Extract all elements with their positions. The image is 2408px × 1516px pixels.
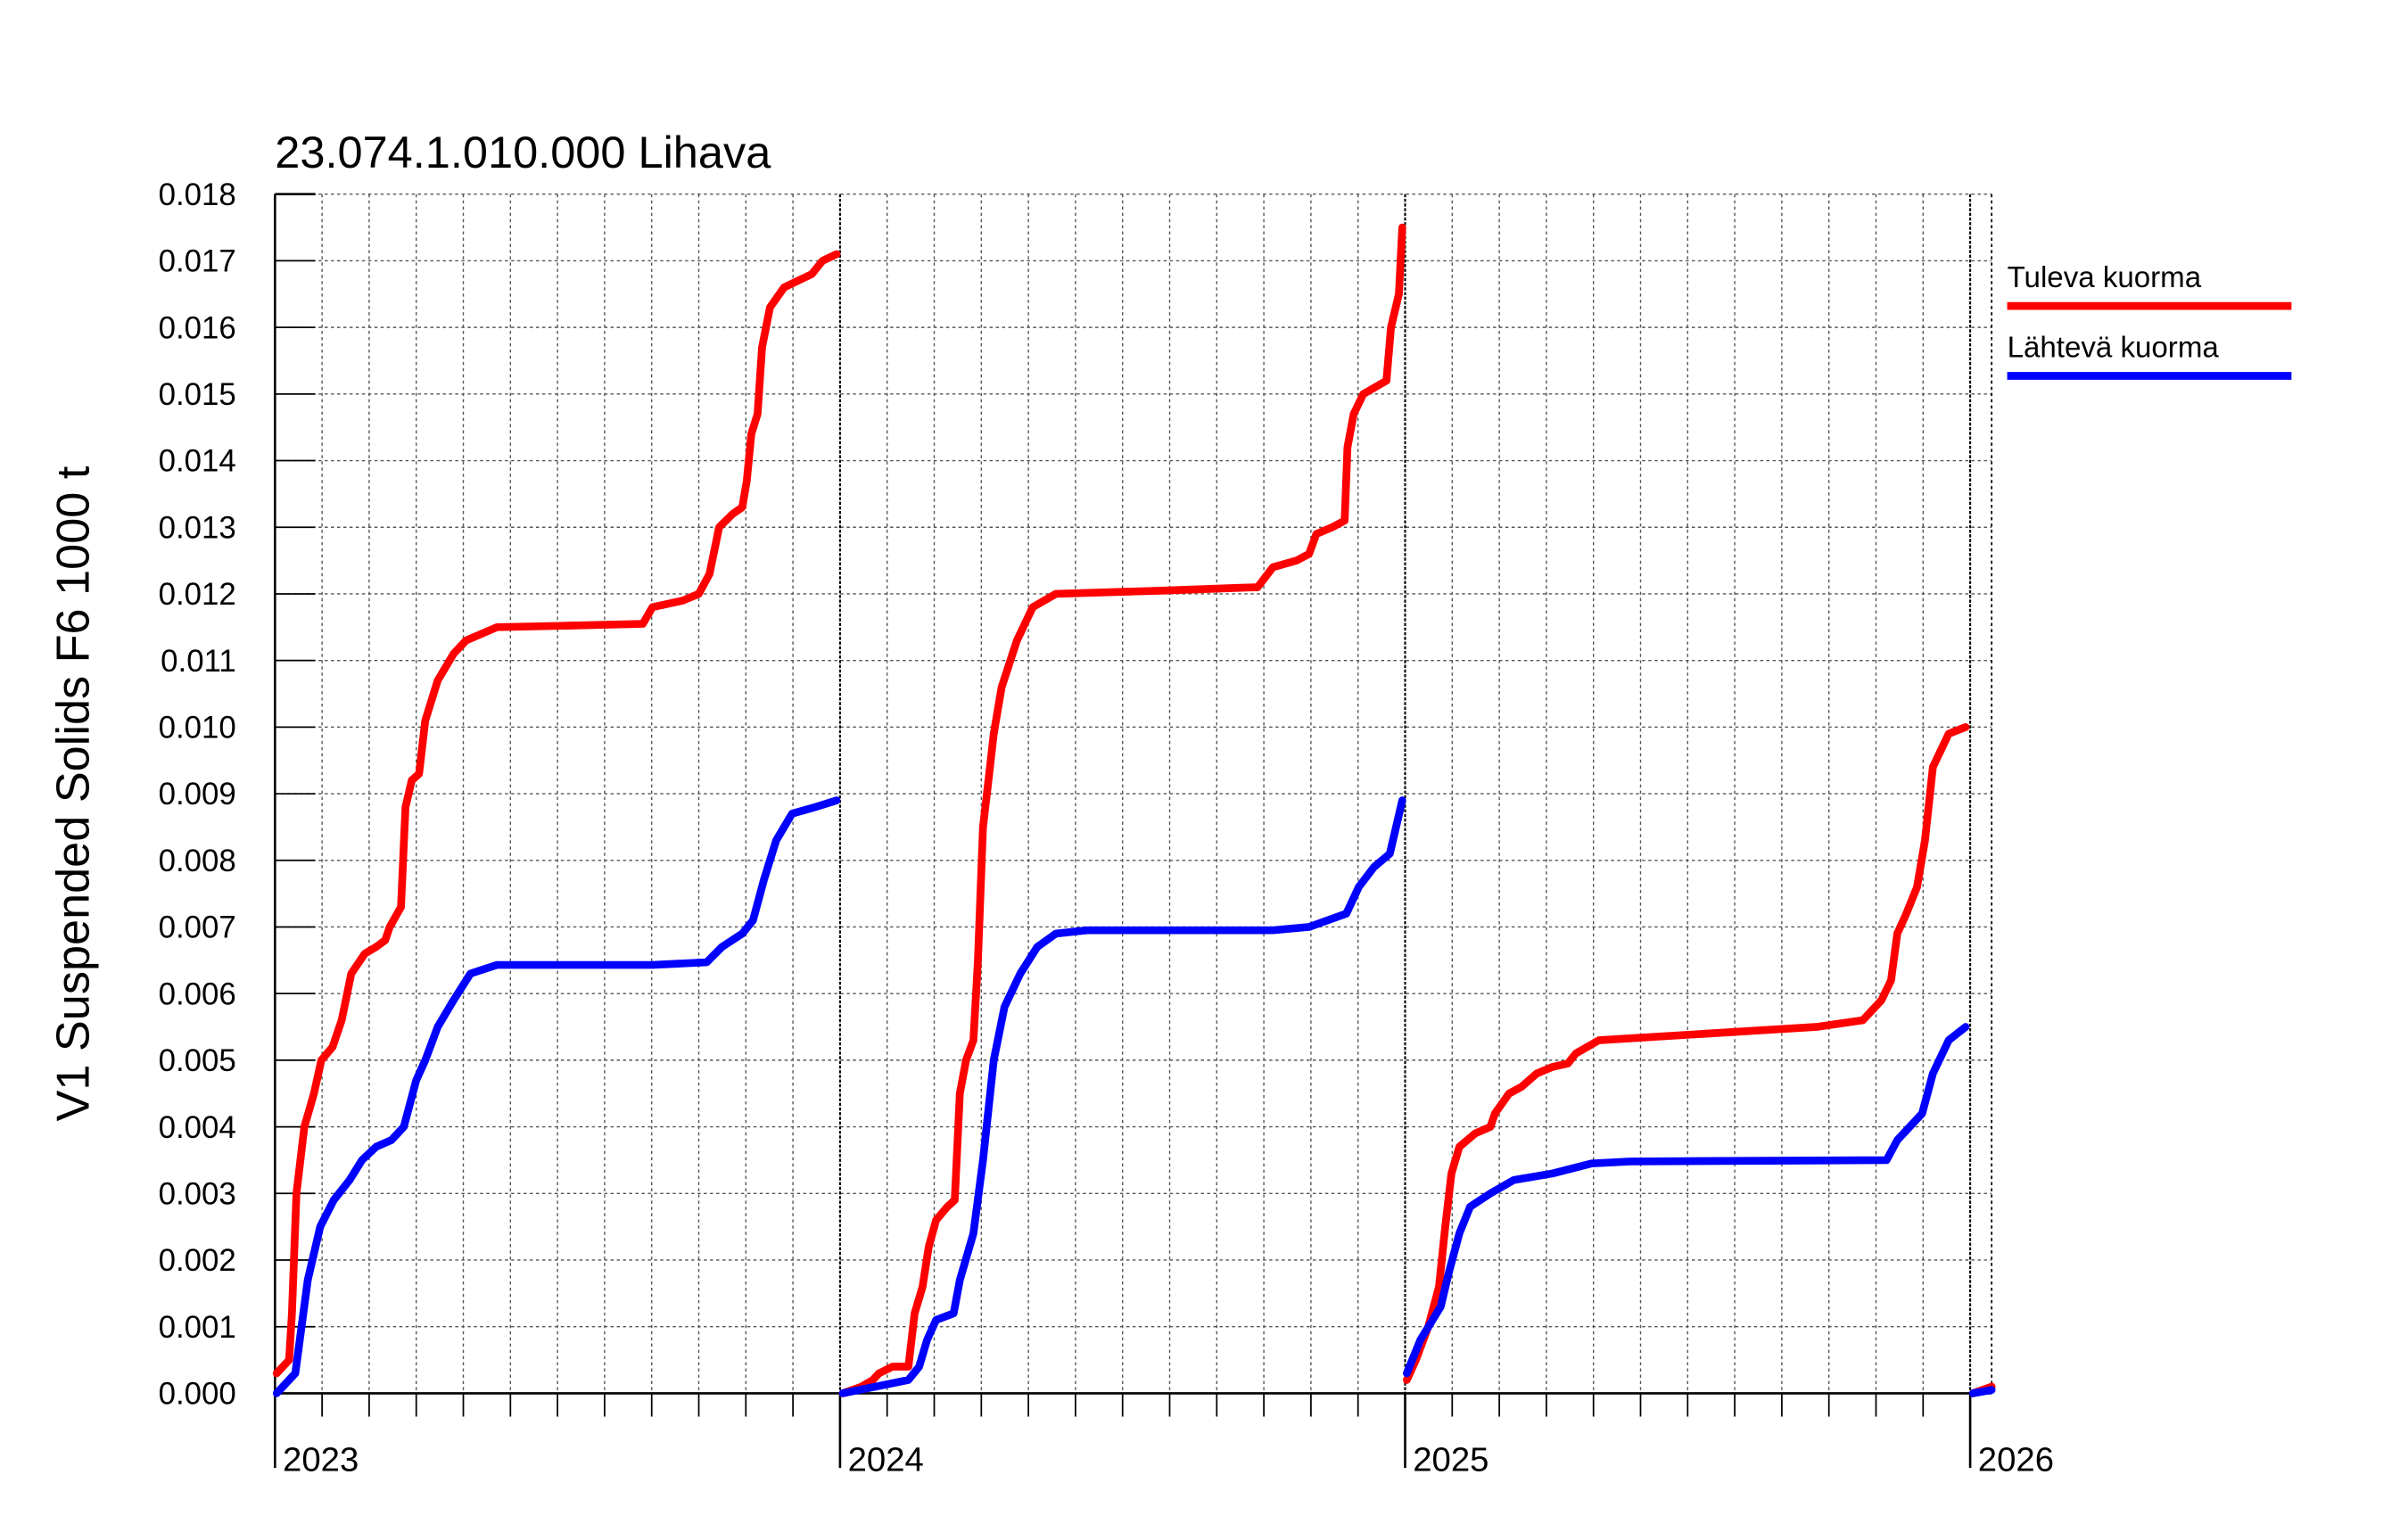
y-tick-label: 0.015 [159,377,236,412]
y-tick-label: 0.012 [159,577,236,612]
y-tick-label: 0.006 [159,976,236,1011]
y-tick-label: 0.010 [159,711,236,746]
legend-label: Tuleva kuorma [2008,261,2202,294]
y-tick-label: 0.014 [159,444,236,479]
x-tick-label: 2024 [848,1440,924,1479]
y-tick-label: 0.008 [159,844,236,878]
y-tick-label: 0.009 [159,777,236,812]
y-tick-label: 0.017 [159,244,236,279]
x-tick-label: 2023 [283,1440,359,1479]
y-tick-label: 0.000 [159,1377,236,1412]
y-tick-label: 0.018 [159,177,236,212]
series-line [272,223,1996,1397]
y-tick-label: 0.007 [159,910,236,945]
y-tick-label: 0.003 [159,1176,236,1211]
y-tick-label: 0.011 [161,644,236,679]
y-axis-label: V1 Suspended Solids F6 1000 t [47,466,99,1121]
y-tick-label: 0.016 [159,310,236,345]
x-tick-label: 2026 [1978,1440,2054,1479]
y-tick-label: 0.005 [159,1043,236,1078]
y-tick-label: 0.004 [159,1110,236,1145]
y-tick-label: 0.013 [159,510,236,545]
legend-label: Lähtevä kuorma [2008,332,2220,365]
chart-title: 23.074.1.010.000 Lihava [275,127,771,177]
y-tick-label: 0.001 [159,1310,236,1345]
x-tick-label: 2025 [1413,1440,1489,1479]
series-line [272,796,1996,1397]
y-tick-label: 0.002 [159,1243,236,1278]
